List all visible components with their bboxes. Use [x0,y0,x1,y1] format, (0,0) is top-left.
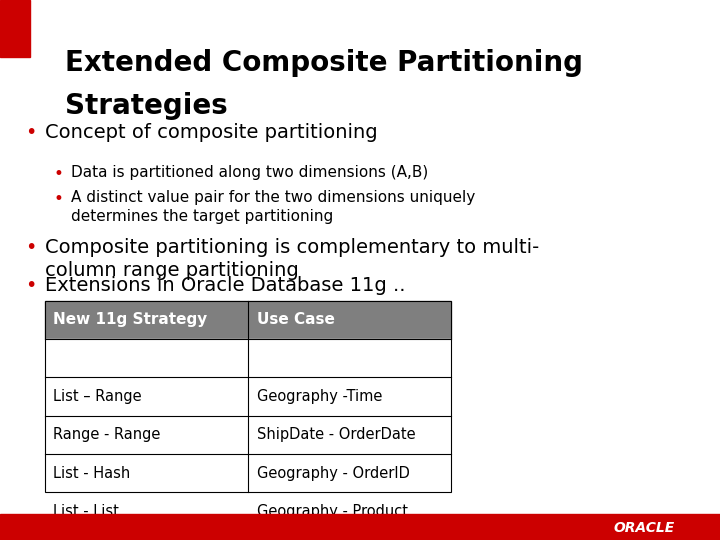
Text: Geography - OrderID: Geography - OrderID [257,466,410,481]
Bar [45,454,248,492]
Bar [45,339,248,377]
Bar [45,301,451,492]
Text: Extensions in Oracle Database 11g ..: Extensions in Oracle Database 11g .. [45,275,405,295]
Text: Concept of composite partitioning: Concept of composite partitioning [45,123,377,142]
Bar [45,301,248,339]
Text: •: • [54,165,64,183]
Text: Strategies: Strategies [65,92,228,120]
Text: •: • [25,123,37,142]
Text: A distinct value pair for the two dimensions uniquely
determines the target part: A distinct value pair for the two dimens… [71,190,474,224]
Text: •: • [54,190,64,208]
Text: Use Case: Use Case [257,313,335,327]
Text: List - List: List - List [53,504,119,519]
Text: Geography - Product: Geography - Product [257,504,408,519]
Text: Range - Range: Range - Range [53,428,161,442]
Text: ORACLE: ORACLE [613,521,675,535]
Bar [0,514,720,540]
Text: Extended Composite Partitioning: Extended Composite Partitioning [65,49,582,77]
Text: ShipDate - OrderDate: ShipDate - OrderDate [257,428,415,442]
Bar [248,416,451,454]
Text: •: • [25,238,37,256]
Bar [0,0,30,57]
Text: Composite partitioning is complementary to multi-
column range partitioning: Composite partitioning is complementary … [45,238,539,280]
Text: Data is partitioned along two dimensions (A,B): Data is partitioned along two dimensions… [71,165,428,180]
Text: List - Hash: List - Hash [53,466,130,481]
Text: List – Range: List – Range [53,389,142,404]
Bar [248,339,451,377]
Bar [45,377,248,416]
Text: New 11g Strategy: New 11g Strategy [53,313,207,327]
Bar [248,377,451,416]
Text: Geography -Time: Geography -Time [257,389,382,404]
Text: •: • [25,275,37,295]
Bar [45,416,248,454]
Bar [248,454,451,492]
Bar [248,301,451,339]
